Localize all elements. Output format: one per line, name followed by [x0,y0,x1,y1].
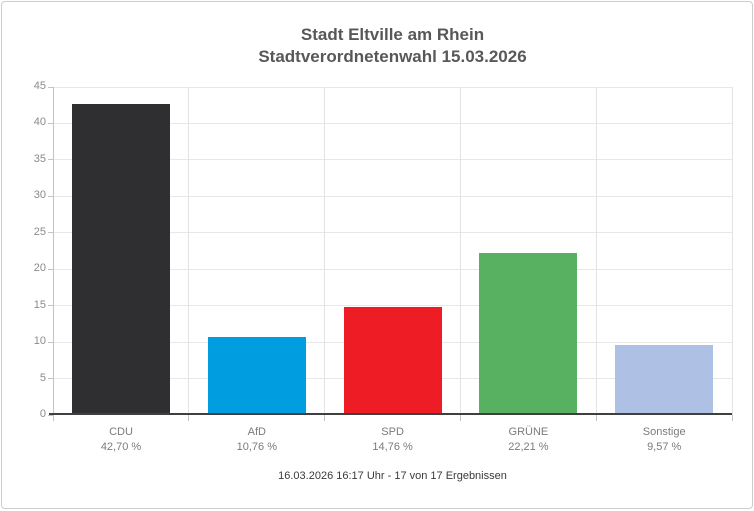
category-name: Sonstige [642,426,686,438]
category-percent: 10,76 % [236,441,277,453]
bar-afd[interactable] [207,336,306,413]
y-axis-tick [48,378,53,380]
x-axis-tick [324,415,326,421]
category-percent: 22,21 % [508,441,549,453]
category-name: AfD [247,426,266,438]
y-axis-tick-label: 10 [33,335,46,348]
y-axis-tick-label: 20 [33,262,46,275]
bar-grüne[interactable] [479,253,578,413]
gridline-horizontal [53,122,732,124]
chart-title-line1: Stadt Eltville am Rhein [300,25,485,44]
category-percent: 9,57 % [647,441,682,453]
gridline-vertical [459,87,461,415]
y-axis-tick [48,195,53,197]
gridline-vertical [595,87,597,415]
y-axis-tick-label: 35 [33,152,46,165]
y-axis-tick-label: 25 [33,225,46,238]
y-axis-tick [48,341,53,343]
y-axis-tick-label: 5 [39,371,46,384]
gridline-horizontal [53,195,732,197]
chart-title-line2: Stadtverordnetenwahl 15.03.2026 [258,47,527,66]
category-label-grüne: GRÜNE 22,21 % [460,425,596,455]
gridline-horizontal [53,305,732,307]
category-label-sonstige: Sonstige 9,57 % [596,425,732,455]
x-axis-tick [459,415,461,421]
y-axis-tick [48,122,53,124]
gridline-vertical [324,87,326,415]
bar-sonstige[interactable] [615,345,714,413]
category-name: CDU [109,426,133,438]
gridline-horizontal [53,86,732,88]
y-axis-tick [48,86,53,88]
bar-spd[interactable] [343,307,442,413]
x-axis-tick [595,415,597,421]
y-axis-tick-label: 0 [39,408,46,420]
y-axis-tick-label: 45 [33,80,46,92]
gridline-horizontal [53,268,732,270]
plot-area [48,86,733,421]
category-percent: 14,76 % [372,441,413,453]
footer-status: 16.03.2026 16:17 Uhr - 17 von 17 Ergebni… [278,470,507,482]
x-axis-line [49,413,732,415]
gridline-vertical [731,87,733,415]
gridline-horizontal [53,159,732,161]
y-axis-tick [48,159,53,161]
gridline-vertical [188,87,190,415]
category-name: SPD [381,426,404,438]
category-label-cdu: CDU 42,70 % [53,425,189,455]
y-axis-tick-label: 30 [33,189,46,202]
y-axis-tick [48,232,53,234]
category-percent: 42,70 % [100,441,142,453]
y-axis-tick-label: 40 [33,116,46,129]
y-axis-tick [48,268,53,270]
category-label-spd: SPD 14,76 % [325,425,461,455]
y-axis-tick [48,305,53,307]
gridline-horizontal [53,232,732,234]
y-axis-tick-label: 15 [33,298,46,311]
x-axis-tick [188,415,190,421]
category-label-afd: AfD 10,76 % [189,425,325,455]
y-axis-tick [48,414,53,416]
x-axis-tick [731,415,733,421]
chart-title: Stadt Eltville am Rhein Stadtverordneten… [53,24,732,68]
y-axis-line [53,87,54,421]
bar-cdu[interactable] [71,103,170,413]
category-name: GRÜNE [508,426,549,438]
